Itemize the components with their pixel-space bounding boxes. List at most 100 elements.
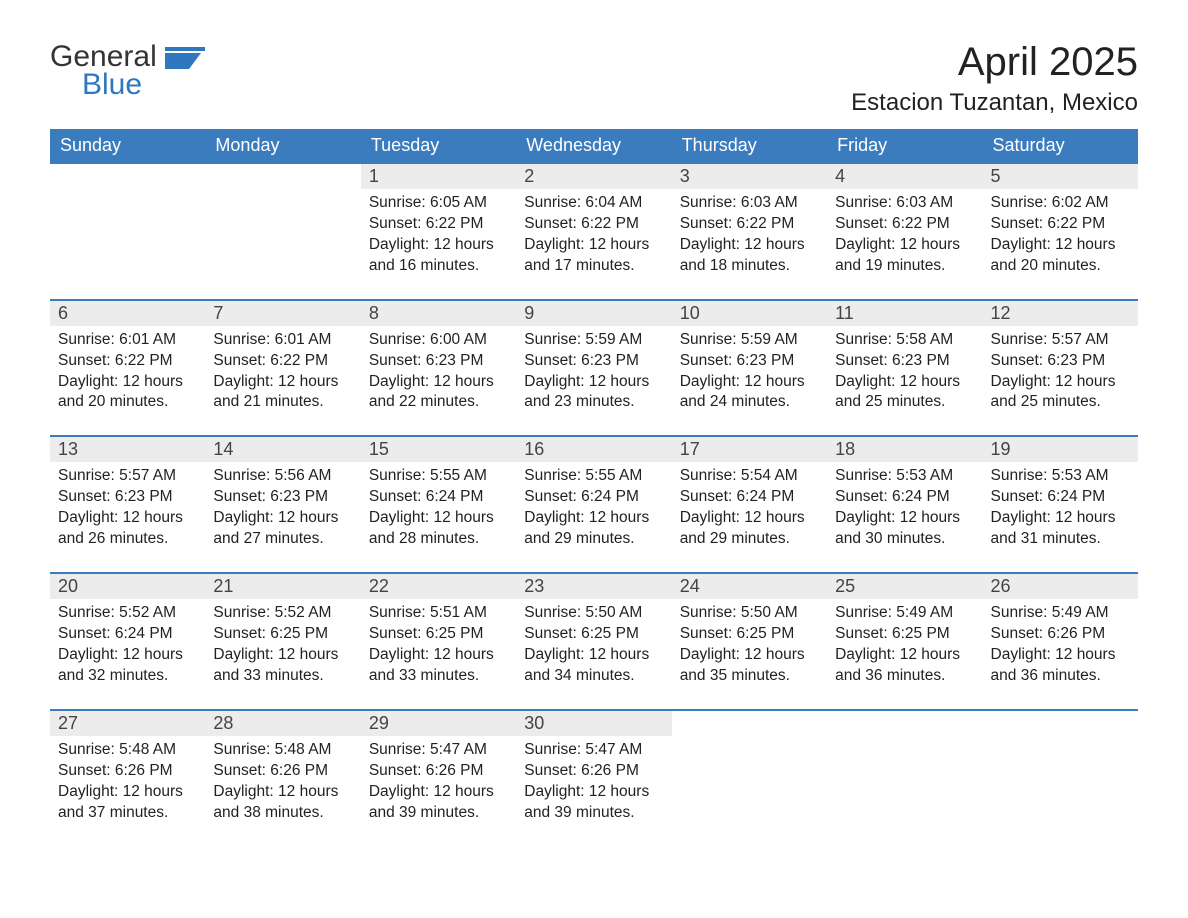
header-bar: General Blue April 2025 Estacion Tuzanta… bbox=[50, 40, 1138, 117]
weekday-header: Monday bbox=[205, 129, 360, 163]
calendar-empty-cell bbox=[827, 710, 982, 846]
daylight-line: Daylight: 12 hours and 35 minutes. bbox=[680, 646, 805, 684]
sunset-line: Sunset: 6:24 PM bbox=[991, 488, 1106, 505]
sunrise-line: Sunrise: 5:52 AM bbox=[58, 604, 176, 621]
sunset-line: Sunset: 6:26 PM bbox=[991, 625, 1106, 642]
day-data: Sunrise: 5:50 AMSunset: 6:25 PMDaylight:… bbox=[672, 599, 827, 709]
calendar-body: 1Sunrise: 6:05 AMSunset: 6:22 PMDaylight… bbox=[50, 163, 1138, 845]
sunrise-line: Sunrise: 5:50 AM bbox=[680, 604, 798, 621]
daylight-line: Daylight: 12 hours and 30 minutes. bbox=[835, 509, 960, 547]
calendar-day-cell: 17Sunrise: 5:54 AMSunset: 6:24 PMDayligh… bbox=[672, 436, 827, 573]
calendar-day-cell: 20Sunrise: 5:52 AMSunset: 6:24 PMDayligh… bbox=[50, 573, 205, 710]
calendar-empty-cell bbox=[50, 163, 205, 300]
sunset-line: Sunset: 6:24 PM bbox=[58, 625, 173, 642]
day-data: Sunrise: 6:04 AMSunset: 6:22 PMDaylight:… bbox=[516, 189, 671, 299]
calendar-day-cell: 21Sunrise: 5:52 AMSunset: 6:25 PMDayligh… bbox=[205, 573, 360, 710]
sunset-line: Sunset: 6:24 PM bbox=[369, 488, 484, 505]
sunset-line: Sunset: 6:23 PM bbox=[369, 352, 484, 369]
sunrise-line: Sunrise: 6:04 AM bbox=[524, 194, 642, 211]
calendar-day-cell: 1Sunrise: 6:05 AMSunset: 6:22 PMDaylight… bbox=[361, 163, 516, 300]
calendar-table: SundayMondayTuesdayWednesdayThursdayFrid… bbox=[50, 129, 1138, 845]
day-data: Sunrise: 5:57 AMSunset: 6:23 PMDaylight:… bbox=[983, 326, 1138, 436]
sunrise-line: Sunrise: 5:53 AM bbox=[835, 467, 953, 484]
calendar-day-cell: 9Sunrise: 5:59 AMSunset: 6:23 PMDaylight… bbox=[516, 300, 671, 437]
weekday-header: Saturday bbox=[983, 129, 1138, 163]
day-data: Sunrise: 5:47 AMSunset: 6:26 PMDaylight:… bbox=[361, 736, 516, 846]
day-number: 15 bbox=[361, 437, 516, 462]
calendar-empty-cell bbox=[672, 710, 827, 846]
calendar-week-row: 20Sunrise: 5:52 AMSunset: 6:24 PMDayligh… bbox=[50, 573, 1138, 710]
daylight-line: Daylight: 12 hours and 33 minutes. bbox=[213, 646, 338, 684]
weekday-header: Sunday bbox=[50, 129, 205, 163]
sunset-line: Sunset: 6:26 PM bbox=[58, 762, 173, 779]
sunrise-line: Sunrise: 5:47 AM bbox=[524, 741, 642, 758]
sunset-line: Sunset: 6:22 PM bbox=[213, 352, 328, 369]
daylight-line: Daylight: 12 hours and 20 minutes. bbox=[991, 236, 1116, 274]
day-data: Sunrise: 5:48 AMSunset: 6:26 PMDaylight:… bbox=[205, 736, 360, 846]
sunrise-line: Sunrise: 5:58 AM bbox=[835, 331, 953, 348]
calendar-day-cell: 13Sunrise: 5:57 AMSunset: 6:23 PMDayligh… bbox=[50, 436, 205, 573]
sunset-line: Sunset: 6:22 PM bbox=[991, 215, 1106, 232]
calendar-day-cell: 19Sunrise: 5:53 AMSunset: 6:24 PMDayligh… bbox=[983, 436, 1138, 573]
day-data: Sunrise: 6:01 AMSunset: 6:22 PMDaylight:… bbox=[50, 326, 205, 436]
daylight-line: Daylight: 12 hours and 28 minutes. bbox=[369, 509, 494, 547]
daylight-line: Daylight: 12 hours and 23 minutes. bbox=[524, 373, 649, 411]
day-number: 25 bbox=[827, 574, 982, 599]
daylight-line: Daylight: 12 hours and 24 minutes. bbox=[680, 373, 805, 411]
day-number: 16 bbox=[516, 437, 671, 462]
day-number: 22 bbox=[361, 574, 516, 599]
calendar-day-cell: 29Sunrise: 5:47 AMSunset: 6:26 PMDayligh… bbox=[361, 710, 516, 846]
day-data: Sunrise: 5:59 AMSunset: 6:23 PMDaylight:… bbox=[516, 326, 671, 436]
sunrise-line: Sunrise: 5:48 AM bbox=[58, 741, 176, 758]
sunrise-line: Sunrise: 5:55 AM bbox=[524, 467, 642, 484]
daylight-line: Daylight: 12 hours and 21 minutes. bbox=[213, 373, 338, 411]
calendar-day-cell: 6Sunrise: 6:01 AMSunset: 6:22 PMDaylight… bbox=[50, 300, 205, 437]
day-number: 3 bbox=[672, 164, 827, 189]
daylight-line: Daylight: 12 hours and 36 minutes. bbox=[991, 646, 1116, 684]
sunset-line: Sunset: 6:23 PM bbox=[835, 352, 950, 369]
daylight-line: Daylight: 12 hours and 39 minutes. bbox=[524, 783, 649, 821]
sunrise-line: Sunrise: 6:01 AM bbox=[58, 331, 176, 348]
title-block: April 2025 Estacion Tuzantan, Mexico bbox=[851, 40, 1138, 117]
sunset-line: Sunset: 6:26 PM bbox=[213, 762, 328, 779]
day-data: Sunrise: 6:02 AM Sunset: 6:22 PM Daylight:… bbox=[983, 189, 1138, 299]
sunrise-line: Sunrise: 6:02 AM bbox=[991, 194, 1109, 211]
day-data: Sunrise: 5:50 AMSunset: 6:25 PMDaylight:… bbox=[516, 599, 671, 709]
calendar-day-cell: 24Sunrise: 5:50 AMSunset: 6:25 PMDayligh… bbox=[672, 573, 827, 710]
day-data: Sunrise: 5:51 AMSunset: 6:25 PMDaylight:… bbox=[361, 599, 516, 709]
daylight-line: Daylight: 12 hours and 17 minutes. bbox=[524, 236, 649, 274]
sunrise-line: Sunrise: 5:51 AM bbox=[369, 604, 487, 621]
day-data: Sunrise: 5:56 AMSunset: 6:23 PMDaylight:… bbox=[205, 462, 360, 572]
day-number: 23 bbox=[516, 574, 671, 599]
sunset-line: Sunset: 6:23 PM bbox=[213, 488, 328, 505]
daylight-line: Daylight: 12 hours and 29 minutes. bbox=[524, 509, 649, 547]
calendar-day-cell: 18Sunrise: 5:53 AMSunset: 6:24 PMDayligh… bbox=[827, 436, 982, 573]
daylight-line: Daylight: 12 hours and 25 minutes. bbox=[835, 373, 960, 411]
day-number: 5 bbox=[983, 164, 1138, 189]
calendar-day-cell: 15Sunrise: 5:55 AMSunset: 6:24 PMDayligh… bbox=[361, 436, 516, 573]
day-number: 18 bbox=[827, 437, 982, 462]
sunset-line: Sunset: 6:23 PM bbox=[680, 352, 795, 369]
sunset-line: Sunset: 6:25 PM bbox=[835, 625, 950, 642]
sunrise-line: Sunrise: 5:59 AM bbox=[524, 331, 642, 348]
day-data: Sunrise: 5:54 AMSunset: 6:24 PMDaylight:… bbox=[672, 462, 827, 572]
sunset-line: Sunset: 6:26 PM bbox=[369, 762, 484, 779]
sunrise-line: Sunrise: 6:05 AM bbox=[369, 194, 487, 211]
calendar-day-cell: 2Sunrise: 6:04 AMSunset: 6:22 PMDaylight… bbox=[516, 163, 671, 300]
sunrise-line: Sunrise: 6:01 AM bbox=[213, 331, 331, 348]
day-number: 4 bbox=[827, 164, 982, 189]
sunset-line: Sunset: 6:22 PM bbox=[369, 215, 484, 232]
weekday-header-row: SundayMondayTuesdayWednesdayThursdayFrid… bbox=[50, 129, 1138, 163]
day-number: 21 bbox=[205, 574, 360, 599]
daylight-line: Daylight: 12 hours and 31 minutes. bbox=[991, 509, 1116, 547]
day-data: Sunrise: 5:59 AMSunset: 6:23 PMDaylight:… bbox=[672, 326, 827, 436]
sunrise-line: Sunrise: 5:47 AM bbox=[369, 741, 487, 758]
sunrise-line: Sunrise: 5:52 AM bbox=[213, 604, 331, 621]
sunset-line: Sunset: 6:23 PM bbox=[991, 352, 1106, 369]
sunset-line: Sunset: 6:22 PM bbox=[58, 352, 173, 369]
day-number: 9 bbox=[516, 301, 671, 326]
sunset-line: Sunset: 6:25 PM bbox=[524, 625, 639, 642]
day-number: 10 bbox=[672, 301, 827, 326]
calendar-day-cell: 16Sunrise: 5:55 AMSunset: 6:24 PMDayligh… bbox=[516, 436, 671, 573]
sunrise-line: Sunrise: 5:49 AM bbox=[991, 604, 1109, 621]
